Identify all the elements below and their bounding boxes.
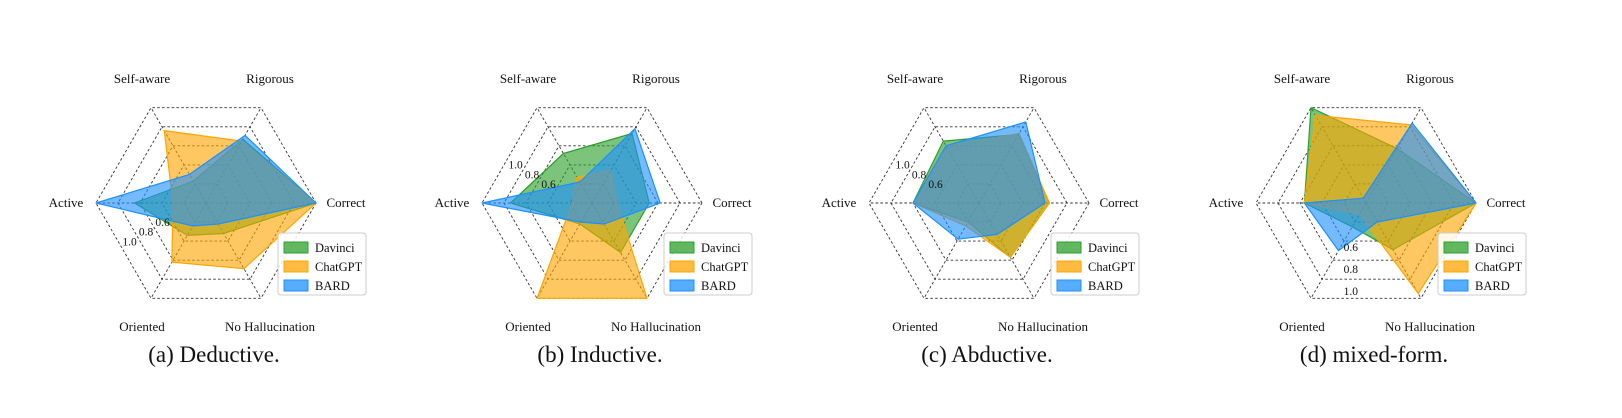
legend-label-bard: BARD	[1088, 279, 1123, 293]
tick-label-3: 0.6	[928, 179, 943, 191]
tick-label-2: 0.8	[139, 227, 154, 239]
radar-chart-2: Correct Rigorous Self-aware Active Oriented N…	[435, 71, 753, 367]
axis-label-rigorous: Rigorous	[246, 71, 294, 86]
legend-swatch-chatgpt	[669, 260, 695, 273]
tick-label-1: 1.0	[895, 160, 910, 172]
legend-swatch-bard	[283, 279, 309, 292]
grid-ring-3	[1299, 145, 1433, 261]
legend-swatch-davinci	[1443, 241, 1469, 254]
axis-label-correct: Correct	[1100, 195, 1139, 210]
legend-label-chatgpt: ChatGPT	[315, 260, 363, 274]
legend-label-chatgpt: ChatGPT	[1475, 260, 1523, 274]
legend: Davinci ChatGPT BARD	[1050, 232, 1140, 296]
legend: Davinci ChatGPT BARD	[1437, 232, 1527, 296]
series-bard	[912, 121, 1046, 240]
axis-label-correct: Correct	[327, 195, 366, 210]
legend-label-davinci: Davinci	[701, 241, 741, 255]
tick-label-1: 0.6	[155, 217, 170, 229]
axis-label-active: Active	[822, 195, 857, 210]
tick-label-2: 0.8	[525, 169, 540, 181]
axis-label-no-hallucination: No Hallucination	[998, 319, 1088, 334]
legend-label-davinci: Davinci	[1475, 241, 1515, 255]
legend-label-bard: BARD	[1475, 279, 1510, 293]
legend-label-davinci: Davinci	[315, 241, 355, 255]
axis-label-rigorous: Rigorous	[1406, 71, 1454, 86]
axis-label-rigorous: Rigorous	[1019, 71, 1067, 86]
legend-swatch-chatgpt	[1443, 260, 1469, 273]
axis-label-rigorous: Rigorous	[632, 71, 680, 86]
axis-label-no-hallucination: No Hallucination	[611, 319, 701, 334]
axis-label-no-hallucination: No Hallucination	[1385, 319, 1475, 334]
axis-label-self-aware: Self-aware	[500, 71, 557, 86]
axis-label-correct: Correct	[1487, 195, 1526, 210]
axis-label-self-aware: Self-aware	[887, 71, 944, 86]
tick-label-1: 0.6	[541, 179, 556, 191]
tick-label-1: 0.6	[1344, 242, 1359, 254]
axis-label-active: Active	[1209, 195, 1244, 210]
legend-label-davinci: Davinci	[1088, 241, 1128, 255]
axis-label-self-aware: Self-aware	[1274, 71, 1331, 86]
legend-swatch-bard	[1443, 279, 1469, 292]
caption: (b) Inductive.	[537, 342, 662, 367]
radar-chart-3: Correct Rigorous Self-aware Active Oriented N…	[822, 71, 1140, 367]
legend-swatch-bard	[669, 279, 695, 292]
legend-swatch-bard	[1056, 279, 1082, 292]
axis-label-correct: Correct	[713, 195, 752, 210]
tick-label-3: 1.0	[1344, 286, 1359, 298]
legend-label-bard: BARD	[701, 279, 736, 293]
axis-label-oriented: Oriented	[892, 319, 938, 334]
spoke-oriented	[923, 202, 980, 299]
axis-label-oriented: Oriented	[119, 319, 165, 334]
axis-label-oriented: Oriented	[1279, 319, 1325, 334]
legend-swatch-chatgpt	[283, 260, 309, 273]
legend-swatch-davinci	[283, 241, 309, 254]
legend-label-chatgpt: ChatGPT	[701, 260, 749, 274]
tick-label-2: 0.8	[912, 169, 927, 181]
legend-label-chatgpt: ChatGPT	[1088, 260, 1136, 274]
caption: (a) Deductive.	[148, 342, 280, 367]
tick-label-3: 1.0	[122, 236, 137, 248]
legend-swatch-davinci	[1056, 241, 1082, 254]
legend: Davinci ChatGPT BARD	[277, 232, 367, 296]
radar-chart-1: Correct Rigorous Self-aware Active Oriented N…	[49, 71, 367, 367]
radar-chart-4: Correct Rigorous Self-aware Active Oriented N…	[1209, 71, 1527, 367]
legend-swatch-chatgpt	[1056, 260, 1082, 273]
legend: Davinci ChatGPT BARD	[663, 232, 753, 296]
axis-label-no-hallucination: No Hallucination	[225, 319, 315, 334]
tick-label-3: 1.0	[508, 160, 523, 172]
series-bard	[481, 128, 661, 225]
axis-label-active: Active	[49, 195, 84, 210]
axis-label-active: Active	[435, 195, 470, 210]
tick-label-2: 0.8	[1344, 264, 1359, 276]
legend-label-bard: BARD	[315, 279, 350, 293]
axis-label-oriented: Oriented	[505, 319, 551, 334]
series-bard	[95, 134, 317, 227]
caption: (c) Abductive.	[921, 342, 1053, 367]
legend-swatch-davinci	[669, 241, 695, 254]
caption: (d) mixed-form.	[1300, 342, 1448, 367]
series-bard	[1303, 122, 1477, 252]
axis-label-self-aware: Self-aware	[114, 71, 171, 86]
